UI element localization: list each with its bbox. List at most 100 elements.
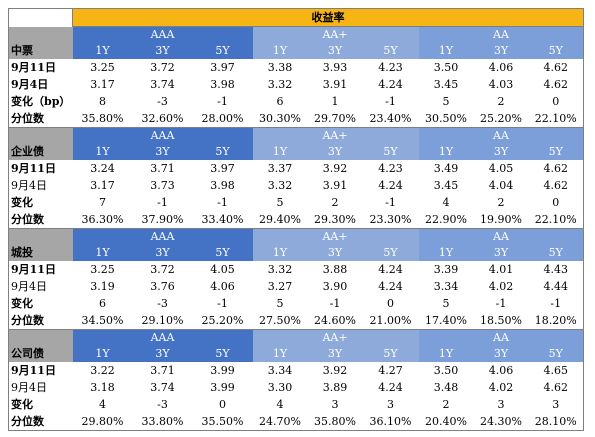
value-cell: 6 <box>276 95 284 108</box>
rating-group-label: AA <box>473 26 529 43</box>
value-cell: 3.48 <box>433 381 459 394</box>
value-cell: 3.92 <box>322 364 348 377</box>
value-cell: 34.50% <box>72 312 133 330</box>
value-cell: 4.62 <box>528 177 584 194</box>
row-label: 9月4日 <box>8 177 73 194</box>
value-cell: 4.06 <box>210 280 235 293</box>
value-cell: 4.62 <box>528 379 584 396</box>
tenor-header-row: 1Y 3Y 5Y 1Y 3Y 5Y 1Y 3Y 5Y <box>9 43 584 59</box>
value-cell: 3.32 <box>267 179 293 192</box>
value-cell: 2 <box>331 196 339 209</box>
value-cell: 37.90% <box>132 211 193 229</box>
rating-group-cell <box>192 329 253 346</box>
rating-group-cell <box>418 228 474 245</box>
value-cell: 3 <box>528 396 584 413</box>
value-cell: 3.98 <box>210 179 235 192</box>
value-cell: 24.60% <box>307 312 363 330</box>
value-cell: 4.05 <box>210 263 235 276</box>
value-cell: 5 <box>442 297 450 310</box>
yield-table: 收益率 中票 AAA AA+ AA 1Y 3Y 5Y 1Y 3Y 5Y 1Y 3Y 5Y 9月11日 3.2… <box>8 8 584 431</box>
value-cell: 3.24 <box>90 162 115 175</box>
tenor-label: 3Y <box>307 346 363 362</box>
value-cell: 23.40% <box>362 110 419 128</box>
value-cell: 29.70% <box>307 110 363 128</box>
tenor-label: 5Y <box>362 144 419 160</box>
table-row: 分位数 34.50% 29.10% 25.20% 27.50% 24.60% 21.00% 1… <box>8 312 584 330</box>
value-cell: 4.43 <box>528 261 584 278</box>
tenor-label: 3Y <box>307 144 363 160</box>
value-cell: 33.80% <box>132 413 193 431</box>
tenor-label: 5Y <box>362 346 419 362</box>
value-cell: -1 <box>385 95 396 108</box>
value-cell: 20.40% <box>418 413 474 431</box>
value-cell: 0 <box>387 297 394 310</box>
section-group-header-row: 城投 AAA AA+ AA <box>8 228 584 261</box>
value-cell: 3.50 <box>433 61 459 74</box>
rating-group-cell <box>418 26 474 43</box>
value-cell: 2 <box>497 196 505 209</box>
rating-group-label: AA+ <box>307 329 363 346</box>
value-cell: 36.10% <box>362 413 419 431</box>
rating-group-cell <box>192 26 253 43</box>
rating-group-label: AA <box>473 127 529 144</box>
row-label: 变化 <box>8 295 73 312</box>
value-cell: 3.97 <box>210 61 235 74</box>
value-cell: 4.23 <box>378 61 403 74</box>
value-cell: 4.06 <box>488 364 514 377</box>
value-cell: 29.30% <box>307 211 363 229</box>
value-cell: 3.45 <box>433 179 459 192</box>
value-cell: 18.20% <box>528 312 584 330</box>
tenor-label: 1Y <box>252 346 308 362</box>
value-cell: 30.30% <box>252 110 308 128</box>
rating-group-cell <box>72 127 133 144</box>
rating-group-cell <box>192 228 253 245</box>
value-cell: 7 <box>99 196 106 209</box>
value-cell: 3.30 <box>267 381 293 394</box>
row-label: 变化 <box>8 396 73 413</box>
value-cell: 3.76 <box>150 280 175 293</box>
value-cell: 3.32 <box>267 78 293 91</box>
tenor-label: 3Y <box>473 43 529 59</box>
tenor-header-row: 1Y 3Y 5Y 1Y 3Y 5Y 1Y 3Y 5Y <box>9 144 584 160</box>
row-label: 变化（bp） <box>8 93 73 110</box>
value-cell: 4.24 <box>378 179 403 192</box>
value-cell: 3.74 <box>150 78 175 91</box>
rating-group-cell <box>362 228 419 245</box>
value-cell: 3.50 <box>433 364 459 377</box>
value-cell: 4.24 <box>378 78 403 91</box>
table-row: 9月4日 3.17 3.73 3.98 3.32 3.91 4.24 3.45 4.04 4.62 <box>8 177 584 194</box>
value-cell: 3.73 <box>150 179 175 192</box>
tenor-header-row: 1Y 3Y 5Y 1Y 3Y 5Y 1Y 3Y 5Y <box>9 245 584 261</box>
value-cell: -1 <box>329 297 341 310</box>
value-cell: 3.99 <box>210 381 235 394</box>
value-cell: 27.50% <box>252 312 308 330</box>
value-cell: 4 <box>442 196 450 209</box>
value-cell: 25.20% <box>473 110 529 128</box>
tenor-label: 5Y <box>192 144 253 160</box>
rating-group-cell <box>252 329 308 346</box>
rating-group-cell <box>252 26 308 43</box>
value-cell: 3.74 <box>150 381 175 394</box>
value-cell: 4 <box>99 398 106 411</box>
value-cell: -1 <box>217 297 228 310</box>
value-cell: 25.20% <box>192 312 253 330</box>
value-cell: 4.24 <box>378 280 403 293</box>
value-cell: 32.60% <box>132 110 193 128</box>
value-cell: -1 <box>385 196 396 209</box>
value-cell: -3 <box>157 95 168 108</box>
value-cell: 2 <box>442 398 450 411</box>
rating-group-label: AA <box>473 228 529 245</box>
tenor-label: 1Y <box>252 144 308 160</box>
value-cell: 3.49 <box>433 162 459 175</box>
value-cell: 3 <box>387 398 394 411</box>
rating-group-label: AA+ <box>307 127 363 144</box>
value-cell: 2 <box>497 95 505 108</box>
rating-group-cell <box>72 228 133 245</box>
value-cell: 0 <box>528 93 584 110</box>
tenor-label: 1Y <box>72 245 133 261</box>
row-label: 分位数 <box>8 413 73 431</box>
value-cell: 3.17 <box>90 179 115 192</box>
row-label: 9月4日 <box>8 379 73 396</box>
value-cell: 3.25 <box>90 263 115 276</box>
value-cell: -1 <box>528 295 584 312</box>
